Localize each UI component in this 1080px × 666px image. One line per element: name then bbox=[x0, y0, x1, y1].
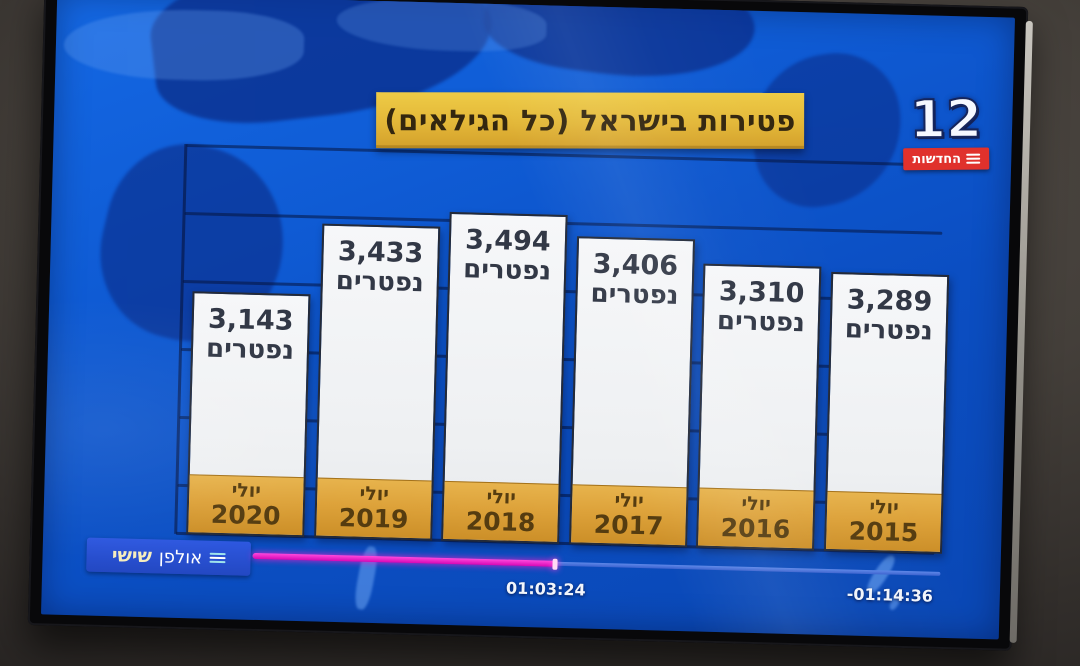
bar-value-label: 3,406 נפטרים bbox=[577, 238, 693, 312]
bar-footer: יולי 2020 bbox=[188, 474, 304, 536]
bar-unit: נפטרים bbox=[335, 266, 425, 299]
bar-value: 3,406 bbox=[592, 248, 679, 282]
bar-month: יולי bbox=[869, 496, 900, 519]
bar-year: 2017 bbox=[593, 509, 664, 541]
gridlines bbox=[57, 0, 1015, 507]
news-badge-label: החדשות bbox=[912, 151, 962, 167]
bar-value: 3,433 bbox=[337, 236, 424, 270]
bar-value: 3,494 bbox=[464, 224, 552, 258]
channel-stripes-icon bbox=[209, 551, 226, 565]
bar-2019: 3,433 נפטרים יולי 2019 bbox=[314, 223, 441, 541]
bar-unit: נפטרים bbox=[590, 278, 679, 311]
bar-month: יולי bbox=[614, 489, 645, 513]
news-badge: החדשות bbox=[903, 147, 990, 171]
bar-value-label: 3,310 נפטרים bbox=[704, 266, 820, 340]
bar-footer: יולי 2017 bbox=[571, 484, 687, 546]
tv-set: 3,143 נפטרים יולי 2020 3,433 נפטרים יולי 2019 3,… bbox=[27, 0, 1033, 651]
bar-month: יולי bbox=[359, 482, 390, 506]
tv-bezel-edge bbox=[1009, 20, 1033, 643]
channel-logo: 12 החדשות bbox=[896, 89, 997, 171]
program-name: אולפן bbox=[158, 545, 203, 569]
remaining-time: -01:14:36 bbox=[846, 584, 934, 606]
tv-screen: 3,143 נפטרים יולי 2020 3,433 נפטרים יולי 2019 3,… bbox=[41, 0, 1015, 640]
bar-footer: יולי 2018 bbox=[443, 480, 559, 542]
bar-unit: נפטרים bbox=[462, 254, 552, 287]
program-day: שישי bbox=[111, 544, 153, 568]
bar-value-label: 3,433 נפטרים bbox=[322, 226, 438, 300]
bar-value-label: 3,494 נפטרים bbox=[450, 214, 566, 288]
bar-unit: נפטרים bbox=[844, 314, 934, 347]
bar-year: 2019 bbox=[338, 503, 409, 534]
bar-2018: 3,494 נפטרים יולי 2018 bbox=[441, 211, 568, 544]
bar-value-label: 3,289 נפטרים bbox=[831, 274, 947, 348]
bar-unit: נפטרים bbox=[205, 333, 295, 366]
seek-playhead[interactable] bbox=[552, 558, 558, 570]
bar-2016: 3,310 נפטרים יולי 2016 bbox=[695, 263, 822, 551]
bar-month: יולי bbox=[231, 479, 262, 503]
bars: 3,143 נפטרים יולי 2020 3,433 נפטרים יולי 2019 3,… bbox=[57, 0, 1015, 554]
bar-value: 3,143 bbox=[207, 303, 294, 337]
chart-title-banner: פטירות בישראל (כל הגילאים) bbox=[376, 92, 805, 149]
program-label: אולפן שישי bbox=[86, 537, 251, 576]
channel-12-number: 12 bbox=[908, 89, 983, 152]
chart-title: פטירות בישראל (כל הגילאים) bbox=[384, 103, 796, 138]
bar-value: 3,310 bbox=[718, 275, 805, 310]
bar-footer: יולי 2019 bbox=[316, 477, 432, 539]
bar-2020: 3,143 נפטרים יולי 2020 bbox=[186, 291, 311, 538]
bar-month: יולי bbox=[741, 492, 772, 516]
flag-stripes-icon bbox=[966, 152, 981, 166]
bar-2015: 3,289 נפטרים יולי 2015 bbox=[823, 271, 950, 554]
bar-year: 2020 bbox=[210, 499, 281, 531]
bar-value: 3,289 bbox=[846, 284, 933, 318]
bar-year: 2015 bbox=[848, 516, 919, 548]
bar-footer: יולי 2015 bbox=[826, 490, 942, 552]
bar-value-label: 3,143 נפטרים bbox=[193, 293, 309, 367]
bar-footer: יולי 2016 bbox=[698, 487, 814, 549]
bar-month: יולי bbox=[486, 485, 517, 509]
bar-year: 2016 bbox=[720, 513, 791, 544]
bar-unit: נפטרים bbox=[716, 305, 806, 339]
bar-2017: 3,406 נפטרים יולי 2017 bbox=[569, 236, 696, 548]
y-axis-line bbox=[174, 143, 188, 534]
elapsed-time: 01:03:24 bbox=[505, 578, 586, 600]
bar-year: 2018 bbox=[465, 506, 536, 538]
